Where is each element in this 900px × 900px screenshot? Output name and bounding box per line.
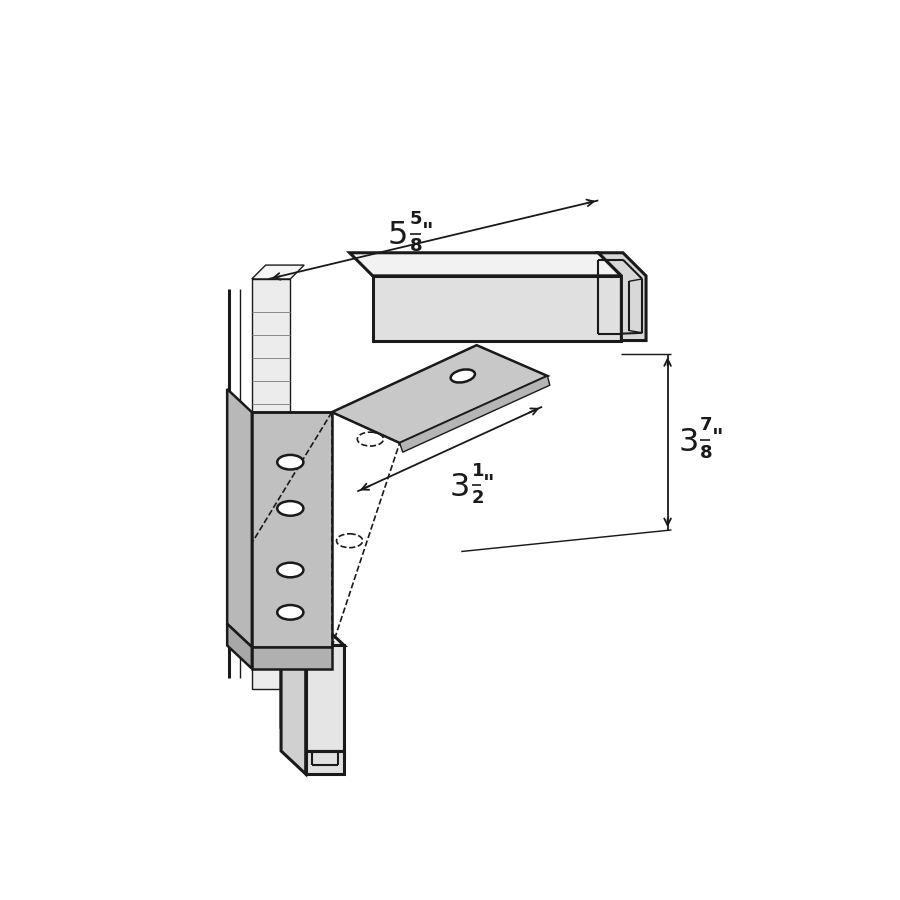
- Text: 7: 7: [700, 417, 713, 435]
- Text: ": ": [422, 222, 434, 242]
- Polygon shape: [598, 253, 646, 340]
- Polygon shape: [306, 751, 344, 774]
- Polygon shape: [332, 346, 547, 443]
- Polygon shape: [373, 276, 621, 340]
- Polygon shape: [252, 412, 332, 647]
- Polygon shape: [349, 253, 621, 276]
- Text: ": ": [482, 473, 494, 494]
- Polygon shape: [400, 376, 550, 452]
- Ellipse shape: [277, 605, 303, 620]
- Text: 5: 5: [410, 210, 422, 228]
- Text: $3$: $3$: [449, 472, 469, 503]
- Polygon shape: [281, 623, 344, 645]
- Ellipse shape: [277, 501, 303, 516]
- Polygon shape: [227, 624, 252, 669]
- Text: ": ": [712, 428, 723, 448]
- Text: 1: 1: [472, 462, 484, 480]
- Polygon shape: [252, 266, 304, 279]
- Polygon shape: [227, 389, 252, 647]
- Polygon shape: [252, 279, 291, 689]
- Polygon shape: [306, 645, 344, 751]
- Ellipse shape: [451, 369, 475, 382]
- Text: $5$: $5$: [387, 220, 407, 251]
- Ellipse shape: [277, 454, 303, 470]
- Text: 8: 8: [700, 444, 713, 462]
- Polygon shape: [281, 623, 306, 774]
- Text: $3$: $3$: [679, 427, 698, 458]
- Polygon shape: [252, 647, 332, 669]
- Text: 2: 2: [472, 490, 484, 508]
- Text: 8: 8: [410, 238, 422, 256]
- Ellipse shape: [277, 562, 303, 577]
- Polygon shape: [281, 623, 306, 751]
